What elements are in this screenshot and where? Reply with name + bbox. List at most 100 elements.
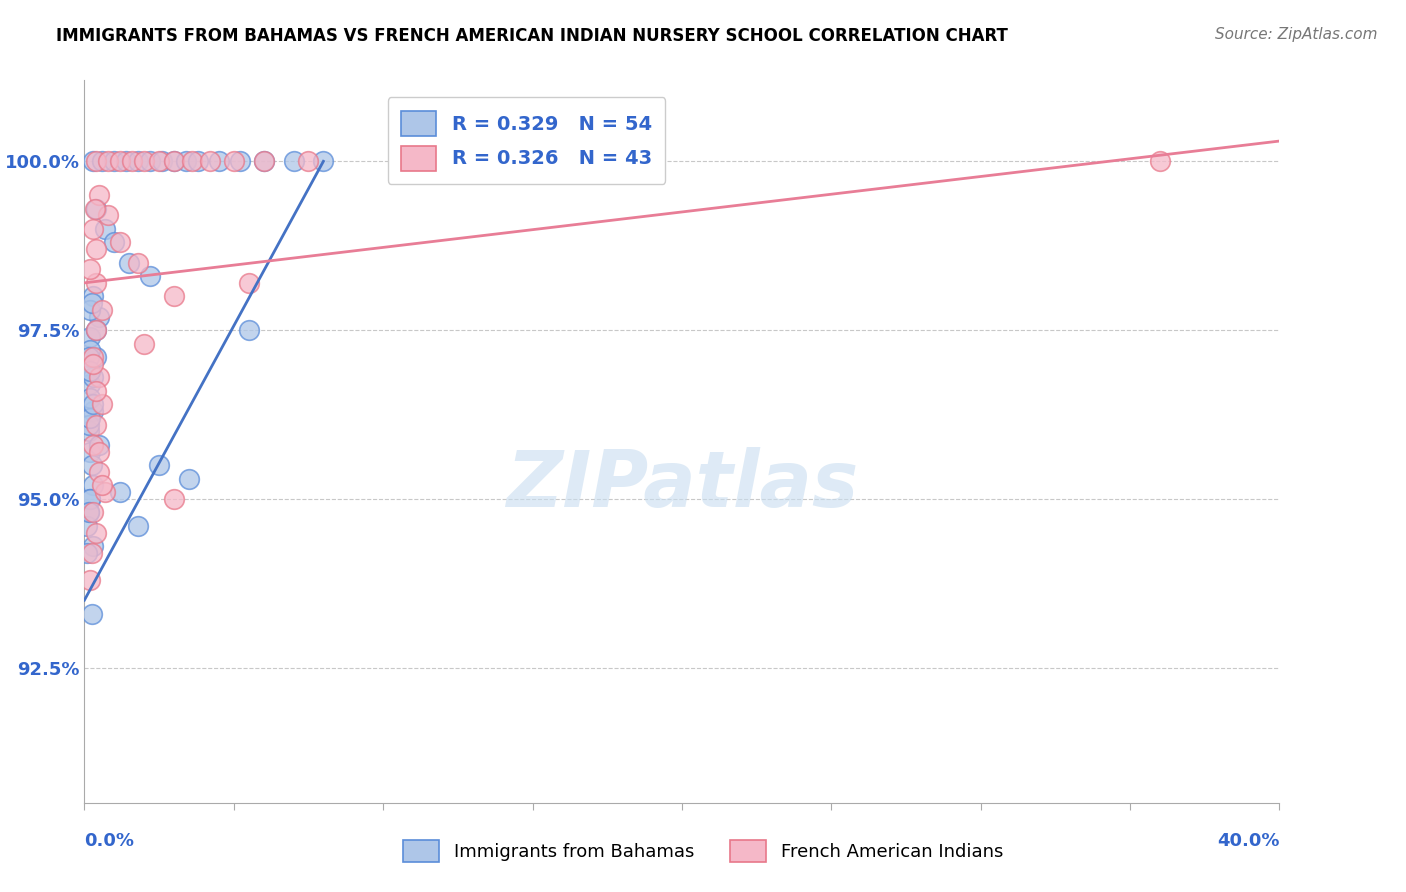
Point [79, 411, 101, 425]
Point [89, 465, 111, 479]
Point [86, 202, 108, 216]
Point [79, 491, 101, 506]
Point [79, 444, 101, 458]
Point [79, 302, 101, 317]
Legend: Immigrants from Bahamas, French American Indians: Immigrants from Bahamas, French American… [396, 833, 1010, 870]
Point [163, 154, 186, 169]
Point [79, 364, 101, 378]
Point [79, 330, 101, 344]
Point [77, 505, 100, 519]
Point [163, 289, 186, 303]
Point [79, 391, 101, 405]
Point [148, 458, 170, 472]
Point [103, 154, 125, 169]
Point [297, 154, 319, 169]
Point [82, 505, 104, 519]
Point [118, 255, 141, 269]
Point [82, 397, 104, 411]
Point [89, 188, 111, 202]
Point [253, 154, 276, 169]
Point [80, 546, 103, 560]
Point [148, 154, 170, 169]
Point [198, 154, 221, 169]
Point [77, 350, 100, 364]
Text: 40.0%: 40.0% [1218, 831, 1279, 850]
Point [238, 276, 260, 290]
Point [79, 491, 101, 506]
Point [86, 525, 108, 540]
Point [103, 235, 125, 250]
Point [86, 417, 108, 432]
Point [208, 154, 231, 169]
Point [163, 491, 186, 506]
Point [312, 154, 335, 169]
Point [86, 323, 108, 337]
Point [83, 202, 105, 216]
Point [86, 242, 108, 256]
Point [127, 255, 149, 269]
Point [127, 519, 149, 533]
Point [82, 289, 104, 303]
Point [132, 154, 156, 169]
Point [91, 154, 114, 169]
Point [1149, 154, 1171, 169]
Point [80, 607, 103, 621]
Point [82, 154, 104, 169]
Point [86, 384, 108, 398]
Point [82, 539, 104, 553]
Point [86, 350, 108, 364]
Point [89, 444, 111, 458]
Point [238, 323, 260, 337]
Point [110, 154, 132, 169]
Point [110, 485, 132, 500]
Point [222, 154, 245, 169]
Point [89, 438, 111, 452]
Text: IMMIGRANTS FROM BAHAMAS VS FRENCH AMERICAN INDIAN NURSERY SCHOOL CORRELATION CHA: IMMIGRANTS FROM BAHAMAS VS FRENCH AMERIC… [56, 27, 1008, 45]
Point [82, 357, 104, 371]
Point [174, 154, 197, 169]
Point [77, 417, 100, 432]
Point [132, 336, 156, 351]
Point [253, 154, 276, 169]
Point [150, 154, 173, 169]
Point [80, 458, 103, 472]
Point [77, 425, 100, 439]
Point [79, 377, 101, 392]
Point [115, 154, 138, 169]
Point [82, 478, 104, 492]
Point [94, 222, 117, 236]
Point [91, 302, 114, 317]
Point [82, 350, 104, 364]
Text: 0.0%: 0.0% [84, 831, 135, 850]
Point [76, 519, 98, 533]
Point [139, 154, 162, 169]
Point [89, 310, 111, 324]
Point [86, 154, 108, 169]
Text: ZIPatlas: ZIPatlas [506, 447, 858, 523]
Point [86, 323, 108, 337]
Point [110, 235, 132, 250]
Point [79, 343, 101, 358]
Point [82, 370, 104, 384]
Point [181, 154, 204, 169]
Point [94, 485, 117, 500]
Point [127, 154, 149, 169]
Point [77, 505, 100, 519]
Point [86, 276, 108, 290]
Legend: R = 0.329   N = 54, R = 0.326   N = 43: R = 0.329 N = 54, R = 0.326 N = 43 [388, 97, 665, 184]
Point [76, 546, 98, 560]
Point [163, 154, 186, 169]
Point [121, 154, 143, 169]
Point [187, 154, 209, 169]
Point [82, 404, 104, 418]
Point [79, 573, 101, 587]
Point [89, 370, 111, 384]
Point [283, 154, 305, 169]
Point [97, 154, 120, 169]
Point [82, 222, 104, 236]
Point [139, 269, 162, 284]
Point [229, 154, 252, 169]
Point [91, 478, 114, 492]
Point [97, 208, 120, 222]
Point [91, 397, 114, 411]
